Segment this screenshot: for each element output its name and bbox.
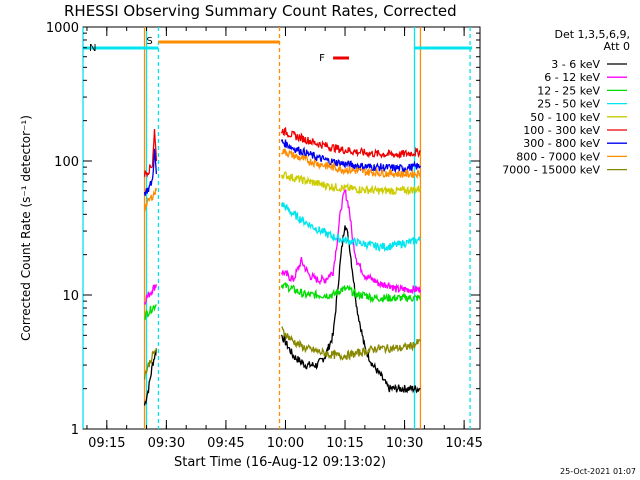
marker-lines xyxy=(82,27,471,429)
series-line xyxy=(143,348,158,406)
series-line xyxy=(143,348,158,380)
flag-label: N xyxy=(89,43,96,54)
series-line xyxy=(281,148,422,180)
series-line xyxy=(280,202,421,253)
flag-label: S xyxy=(146,36,152,47)
series-lines xyxy=(143,126,422,406)
y-tick-label: 1 xyxy=(71,423,79,438)
x-tick-label: 10:15 xyxy=(326,436,363,451)
x-tick-label: 09:30 xyxy=(148,436,185,451)
x-axis: 09:15 09:30 09:45 10:00 10:15 10:30 10:45 xyxy=(86,27,483,451)
legend-label: 6 - 12 keV xyxy=(544,71,600,84)
series-line xyxy=(280,139,421,174)
series-line xyxy=(280,189,422,294)
y-tick-label: 1000 xyxy=(46,21,79,36)
series-line xyxy=(143,128,158,178)
series-line xyxy=(281,326,421,362)
series-line xyxy=(143,148,158,196)
x-axis-label: Start Time (16-Aug-12 09:13:02) xyxy=(174,455,386,470)
series-line xyxy=(280,126,421,160)
y-axis: 1 10 100 1000 xyxy=(46,21,480,438)
annotation-flags: S N F xyxy=(83,36,473,64)
legend-label: 7000 - 15000 keV xyxy=(502,164,600,177)
y-axis-label: Corrected Count Rate (s⁻¹ detector⁻¹) xyxy=(19,115,33,341)
legend-label: 100 - 300 keV xyxy=(523,124,600,137)
legend-label: 50 - 100 keV xyxy=(530,111,600,124)
legend-header-line-1: Det 1,3,5,6,9, xyxy=(554,28,630,41)
legend-label: 300 - 800 keV xyxy=(523,137,600,150)
series-line xyxy=(280,171,422,196)
y-tick-label: 10 xyxy=(62,289,79,304)
legend-header-line-2: Att 0 xyxy=(604,40,630,53)
series-line xyxy=(144,304,157,320)
y-tick-label: 100 xyxy=(54,155,79,170)
legend-label: 3 - 6 keV xyxy=(551,58,600,71)
series-line xyxy=(280,282,421,304)
legend-label: 800 - 7000 keV xyxy=(516,150,600,163)
chart-title: RHESSI Observing Summary Count Rates, Co… xyxy=(64,2,457,20)
x-tick-label: 09:15 xyxy=(88,436,125,451)
x-tick-label: 09:45 xyxy=(207,436,244,451)
render-timestamp: 25-Oct-2021 01:07 xyxy=(560,467,636,476)
x-tick-label: 10:00 xyxy=(267,436,304,451)
series-line xyxy=(143,283,158,306)
flag-label: F xyxy=(319,53,325,64)
x-tick-label: 10:30 xyxy=(386,436,423,451)
x-tick-label: 10:45 xyxy=(445,436,482,451)
series-line xyxy=(280,225,421,394)
legend-label: 25 - 50 keV xyxy=(537,98,600,111)
series-line xyxy=(143,187,158,212)
legend-label: 12 - 25 keV xyxy=(537,84,600,97)
